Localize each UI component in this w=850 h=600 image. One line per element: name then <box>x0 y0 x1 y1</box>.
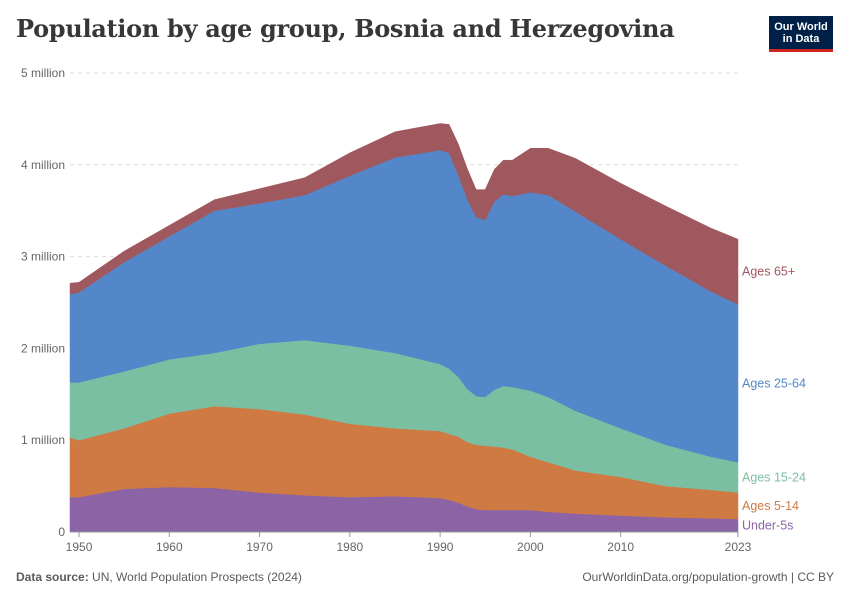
x-tick-label: 1960 <box>156 540 183 554</box>
series-labels: Under-5s Ages 5-14 Ages 15-24 Ages 25-64 Age… <box>742 265 806 533</box>
y-tick-label: 2 million <box>21 341 65 355</box>
logo-line-2: in Data <box>782 33 820 45</box>
series-label-ages-15-24: Ages 15-24 <box>742 470 806 484</box>
series-label-ages-65-: Ages 65+ <box>742 265 795 279</box>
chart-title: Population by age group, Bosnia and Herz… <box>16 14 675 43</box>
y-axis-ticks: 0 1 million 2 million 3 million 4 million 5 m… <box>21 66 65 539</box>
y-tick-label: 1 million <box>21 433 65 447</box>
source-link[interactable]: OurWorldinData.org/population-growth | C… <box>582 570 834 584</box>
owid-logo[interactable]: Our World in Data <box>769 16 833 52</box>
y-tick-label: 3 million <box>21 250 65 264</box>
x-axis: 1950 1960 1970 1980 1990 2000 2010 2023 <box>66 531 752 554</box>
series-label-under-5s: Under-5s <box>742 519 793 533</box>
x-tick-label: 2000 <box>517 540 544 554</box>
y-tick-label: 0 <box>58 525 65 539</box>
x-tick-label: 1970 <box>246 540 273 554</box>
data-source: Data source: UN, World Population Prospe… <box>16 570 302 584</box>
y-tick-label: 4 million <box>21 158 65 172</box>
x-tick-label: 1980 <box>336 540 363 554</box>
series-label-ages-5-14: Ages 5-14 <box>742 499 799 513</box>
series-label-ages-25-64: Ages 25-64 <box>742 376 806 390</box>
area-series <box>69 123 739 533</box>
data-source-label: Data source: <box>16 570 89 584</box>
x-tick-label: 1950 <box>66 540 93 554</box>
data-source-text: UN, World Population Prospects (2024) <box>92 570 302 584</box>
x-tick-label: 1990 <box>427 540 454 554</box>
logo-line-1: Our World <box>774 21 828 33</box>
x-tick-label: 2023 <box>725 540 752 554</box>
area-ages-65-[interactable] <box>69 123 739 305</box>
y-tick-label: 5 million <box>21 66 65 80</box>
x-tick-label: 2010 <box>607 540 634 554</box>
